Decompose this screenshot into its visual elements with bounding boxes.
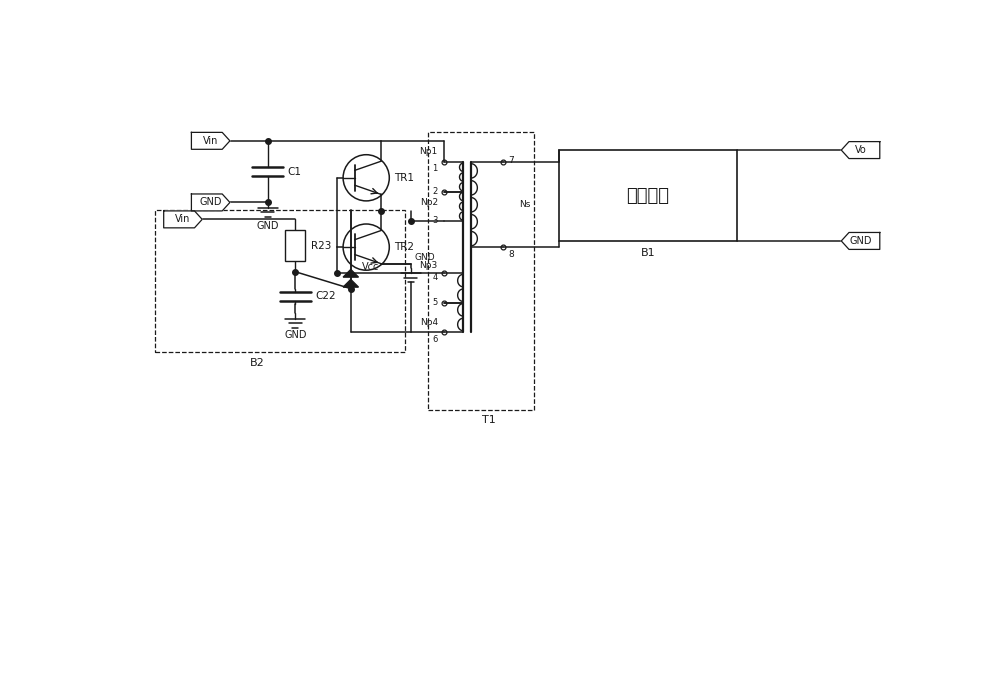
Text: Vin: Vin [175, 215, 191, 224]
Text: GND: GND [256, 220, 279, 230]
Text: Np4: Np4 [420, 318, 438, 327]
Text: 6: 6 [432, 335, 438, 344]
Text: 整流电路: 整流电路 [627, 187, 670, 204]
Text: GND: GND [849, 236, 872, 246]
Text: 2: 2 [433, 187, 438, 196]
Polygon shape [191, 194, 230, 211]
Text: Vcc: Vcc [362, 262, 379, 272]
Text: Vin: Vin [203, 136, 218, 146]
Text: GND: GND [284, 330, 307, 340]
Text: R23: R23 [311, 241, 331, 250]
Text: GND: GND [199, 198, 222, 207]
Text: B2: B2 [249, 357, 264, 368]
Polygon shape [164, 211, 202, 228]
Polygon shape [841, 141, 880, 158]
Text: 4: 4 [433, 273, 438, 282]
Bar [285, 230, 305, 261]
Text: 7: 7 [508, 156, 514, 165]
Text: Np3: Np3 [420, 261, 438, 270]
Text: C1: C1 [288, 167, 302, 176]
Text: C22: C22 [315, 292, 336, 301]
Text: Np2: Np2 [420, 198, 438, 206]
Text: 5: 5 [433, 298, 438, 307]
Text: 8: 8 [508, 250, 514, 259]
Text: Np1: Np1 [420, 147, 438, 156]
Polygon shape [191, 132, 230, 150]
Text: TR1: TR1 [394, 173, 414, 182]
Text: 3: 3 [432, 216, 438, 226]
Polygon shape [841, 233, 880, 250]
Text: T1: T1 [482, 414, 496, 425]
Text: Vo: Vo [855, 145, 866, 155]
Polygon shape [343, 270, 358, 277]
Polygon shape [343, 279, 358, 287]
Bar [559, 150, 737, 241]
Text: Ns: Ns [519, 200, 530, 209]
Text: B1: B1 [641, 248, 655, 258]
Text: GND: GND [415, 253, 435, 262]
Text: TR2: TR2 [394, 242, 414, 252]
Text: 1: 1 [433, 164, 438, 173]
